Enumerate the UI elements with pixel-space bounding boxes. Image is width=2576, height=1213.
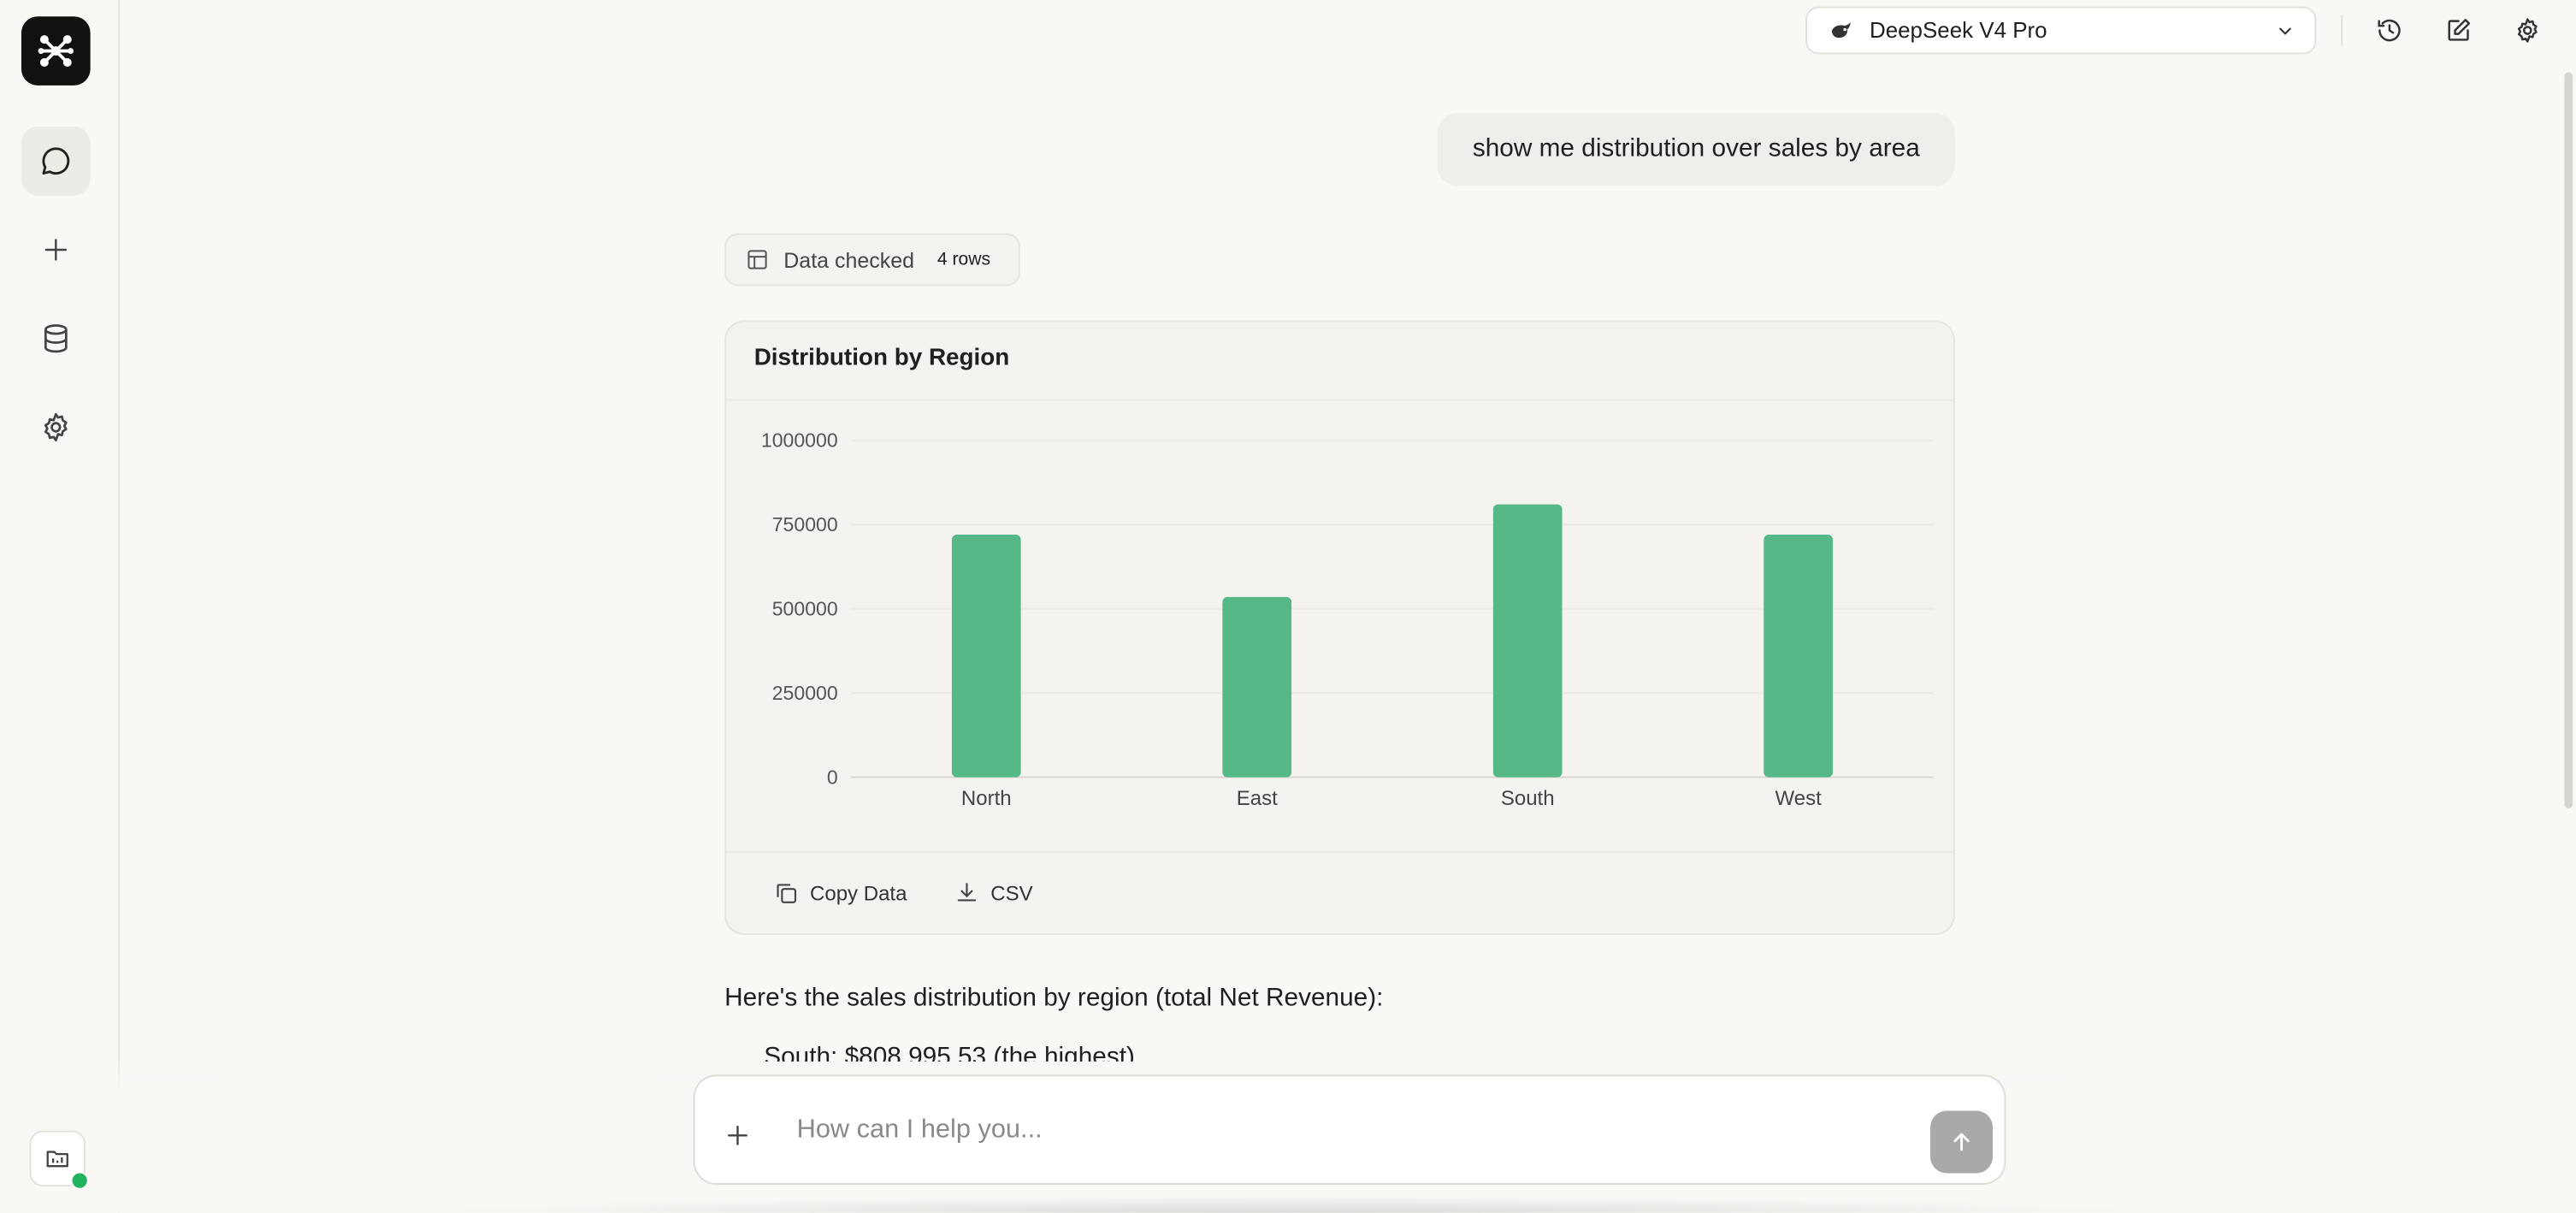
bar-chart: 0 250000 500000 750000 1000000 North East South…	[761, 429, 1934, 810]
sidebar-item-settings[interactable]	[21, 393, 91, 462]
row-count-badge: 4 rows	[936, 249, 991, 270]
bar-west	[1764, 535, 1834, 778]
chart-card: Distribution by Region 0 250000 500000 7500…	[724, 320, 1955, 935]
table-icon	[746, 248, 769, 271]
y-tick-label: 750000	[772, 513, 838, 535]
history-icon	[2377, 18, 2400, 41]
divider	[726, 399, 1953, 401]
bar-south	[1492, 504, 1563, 778]
user-message: show me distribution over sales by area	[1437, 113, 1955, 186]
send-button[interactable]	[1930, 1110, 1994, 1174]
assistant-answer: Here's the sales distribution by region …	[724, 984, 1384, 1013]
whale-icon	[1830, 19, 1853, 42]
chart-title: Distribution by Region	[753, 345, 1010, 372]
model-name: DeepSeek V4 Pro	[1869, 18, 2047, 43]
new-chat-edit-button[interactable]	[2441, 13, 2473, 45]
header-divider	[2341, 15, 2343, 46]
copy-data-button[interactable]: Copy Data	[774, 881, 907, 906]
sidebar-item-data[interactable]	[21, 304, 91, 373]
divider	[726, 851, 1953, 853]
csv-download-button[interactable]: CSV	[954, 881, 1033, 906]
database-icon	[44, 324, 68, 353]
x-tick-label: North	[961, 787, 1012, 810]
copy-icon	[777, 884, 797, 903]
chat-input[interactable]	[796, 1112, 1882, 1149]
x-tick-label: West	[1775, 787, 1823, 810]
plus-icon[interactable]	[724, 1122, 751, 1149]
workspace-button[interactable]	[29, 1130, 89, 1190]
bar-north	[951, 535, 1021, 778]
status-dot	[70, 1171, 89, 1190]
copy-data-label: Copy Data	[810, 881, 907, 905]
data-checked-label: Data checked	[783, 247, 914, 272]
x-tick-label: South	[1501, 787, 1555, 810]
csv-label: CSV	[990, 881, 1033, 905]
y-tick-label: 0	[827, 766, 838, 788]
input-shadow	[411, 1196, 2169, 1213]
bar-east	[1222, 596, 1292, 778]
arrow-up-icon	[1953, 1133, 1970, 1151]
data-checked-pill[interactable]: Data checked 4 rows	[724, 233, 1020, 287]
y-tick-label: 250000	[772, 682, 838, 704]
history-button[interactable]	[2372, 13, 2405, 45]
edit-icon	[2447, 18, 2470, 40]
x-tick-label: East	[1237, 787, 1278, 810]
model-selector[interactable]: DeepSeek V4 Pro	[1805, 6, 2317, 55]
plus-icon	[44, 239, 68, 261]
folder-icon	[46, 1151, 68, 1168]
download-icon	[957, 883, 977, 902]
chat-bubble-icon	[42, 147, 70, 175]
scrollbar[interactable]	[2564, 72, 2573, 809]
gear-icon	[2516, 17, 2537, 42]
app-logo-icon[interactable]	[21, 16, 91, 86]
sidebar-item-chat[interactable]	[21, 126, 91, 196]
y-tick-label: 1000000	[761, 429, 838, 451]
chevron-down-icon	[2279, 27, 2291, 35]
assistant-answer-list-item: South: $808,995.53 (the highest)	[764, 1043, 1135, 1062]
settings-button[interactable]	[2510, 13, 2543, 45]
gear-icon	[44, 412, 68, 442]
sidebar	[0, 0, 121, 1213]
y-tick-label: 500000	[772, 597, 838, 619]
sidebar-item-new-chat[interactable]	[21, 216, 91, 285]
chat-input-box	[693, 1074, 2006, 1185]
